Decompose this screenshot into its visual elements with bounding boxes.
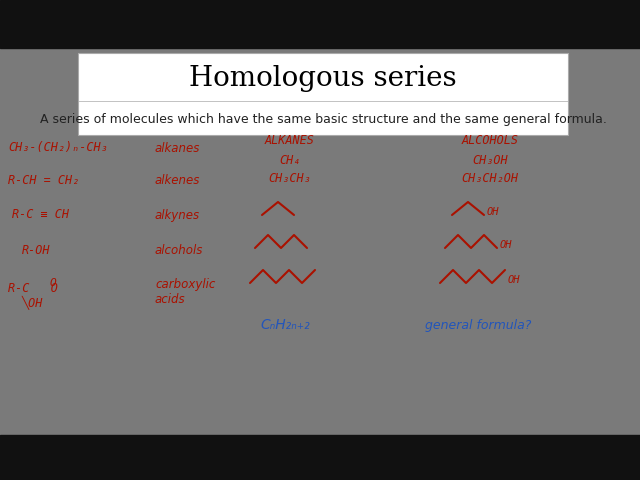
Text: CH₃CH₃: CH₃CH₃ (269, 171, 312, 184)
Text: CH₃-(CH₂)ₙ-CH₃: CH₃-(CH₂)ₙ-CH₃ (8, 142, 108, 155)
Text: R-OH: R-OH (22, 243, 51, 256)
Text: alkenes: alkenes (155, 173, 200, 187)
Text: A series of molecules which have the same basic structure and the same general f: A series of molecules which have the sam… (40, 113, 607, 127)
Text: CH₃OH: CH₃OH (472, 154, 508, 167)
Text: CH₄: CH₄ (279, 154, 301, 167)
Text: R-CH = CH₂: R-CH = CH₂ (8, 173, 79, 187)
Bar (0, 435, 640, 480)
Text: OH: OH (487, 207, 499, 217)
Text: CₙH₂ₙ₊₂: CₙH₂ₙ₊₂ (260, 318, 310, 332)
Text: CH₃CH₂OH: CH₃CH₂OH (461, 171, 518, 184)
Text: Homologous series: Homologous series (189, 64, 457, 92)
Text: ╲OH: ╲OH (22, 296, 44, 310)
Text: R-C ≡ CH: R-C ≡ CH (12, 208, 69, 221)
Text: R-C   O: R-C O (8, 281, 58, 295)
Text: ALCOHOLS: ALCOHOLS (461, 133, 518, 146)
Text: ALKANES: ALKANES (265, 133, 315, 146)
Text: alcohols: alcohols (155, 243, 204, 256)
Text: alkanes: alkanes (155, 142, 200, 155)
Text: general formula?: general formula? (425, 319, 531, 332)
Text: alkynes: alkynes (155, 208, 200, 221)
Text: carboxylic
acids: carboxylic acids (155, 278, 216, 306)
Text: OH: OH (500, 240, 513, 250)
Text: OH: OH (508, 275, 520, 285)
Bar (78, 53, 568, 135)
Bar (0, 0, 640, 48)
Text: O: O (50, 278, 57, 288)
